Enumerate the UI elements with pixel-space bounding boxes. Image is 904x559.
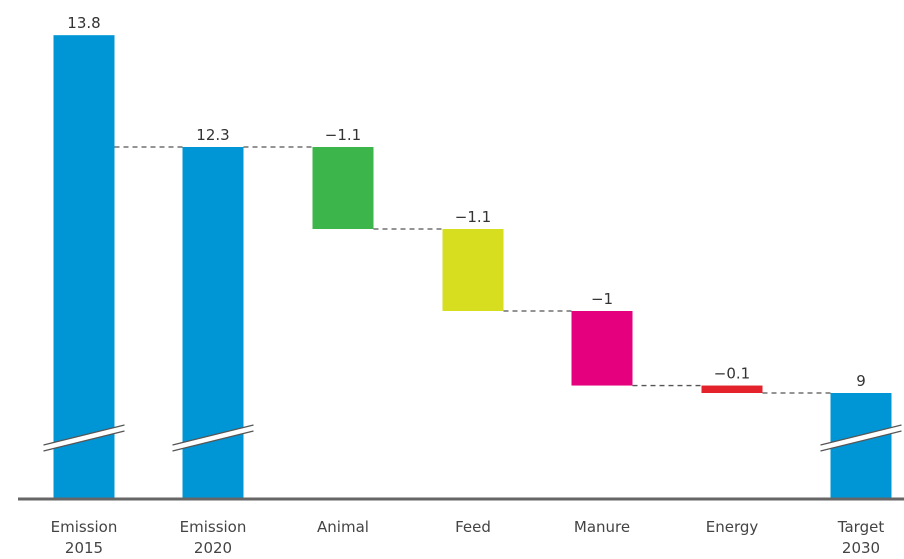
axis-break-gap-2	[172, 425, 254, 451]
value-label-7: 9	[856, 372, 866, 390]
x-tick-label-1-line2: 2015	[65, 539, 103, 557]
axis-break-line-a-1	[43, 424, 125, 446]
value-label-6: −0.1	[714, 365, 750, 383]
bar-1	[53, 35, 115, 499]
x-tick-label-5: Manure	[574, 518, 630, 536]
axis-break-gap-1	[43, 425, 125, 451]
x-tick-labels: Emission 2015 Emission 2020 Animal Feed Manure…	[51, 518, 885, 557]
x-tick-label-1: Emission	[51, 518, 118, 536]
value-label-4: −1.1	[455, 208, 491, 226]
value-labels: 13.8 12.3 −1.1 −1.1 −1 −0.1 9	[67, 14, 865, 390]
x-tick-label-7-line2: 2030	[842, 539, 880, 557]
x-tick-label-2-line2: 2020	[194, 539, 232, 557]
x-tick-label-3: Animal	[317, 518, 369, 536]
bar-5	[571, 311, 633, 386]
axis-break-line-b-7	[820, 430, 902, 452]
bar-6	[701, 385, 763, 393]
axis-break-line-b-2	[172, 430, 254, 452]
bars-group	[53, 35, 892, 499]
connector-lines	[114, 146, 831, 394]
value-label-1: 13.8	[67, 14, 100, 32]
axis-break-line-a-2	[172, 424, 254, 446]
value-label-5: −1	[591, 290, 613, 308]
bar-4	[442, 229, 504, 311]
x-tick-label-2: Emission	[180, 518, 247, 536]
axis-break-line-a-7	[820, 424, 902, 446]
value-label-2: 12.3	[196, 126, 229, 144]
x-tick-label-7: Target	[837, 518, 885, 536]
axis-break-line-b-1	[43, 430, 125, 452]
value-label-3: −1.1	[325, 126, 361, 144]
axis-break-gap-7	[820, 425, 902, 451]
bar-3	[312, 147, 374, 229]
x-tick-label-4: Feed	[455, 518, 491, 536]
x-tick-label-6: Energy	[706, 518, 759, 536]
axis-break-marks	[43, 424, 902, 452]
